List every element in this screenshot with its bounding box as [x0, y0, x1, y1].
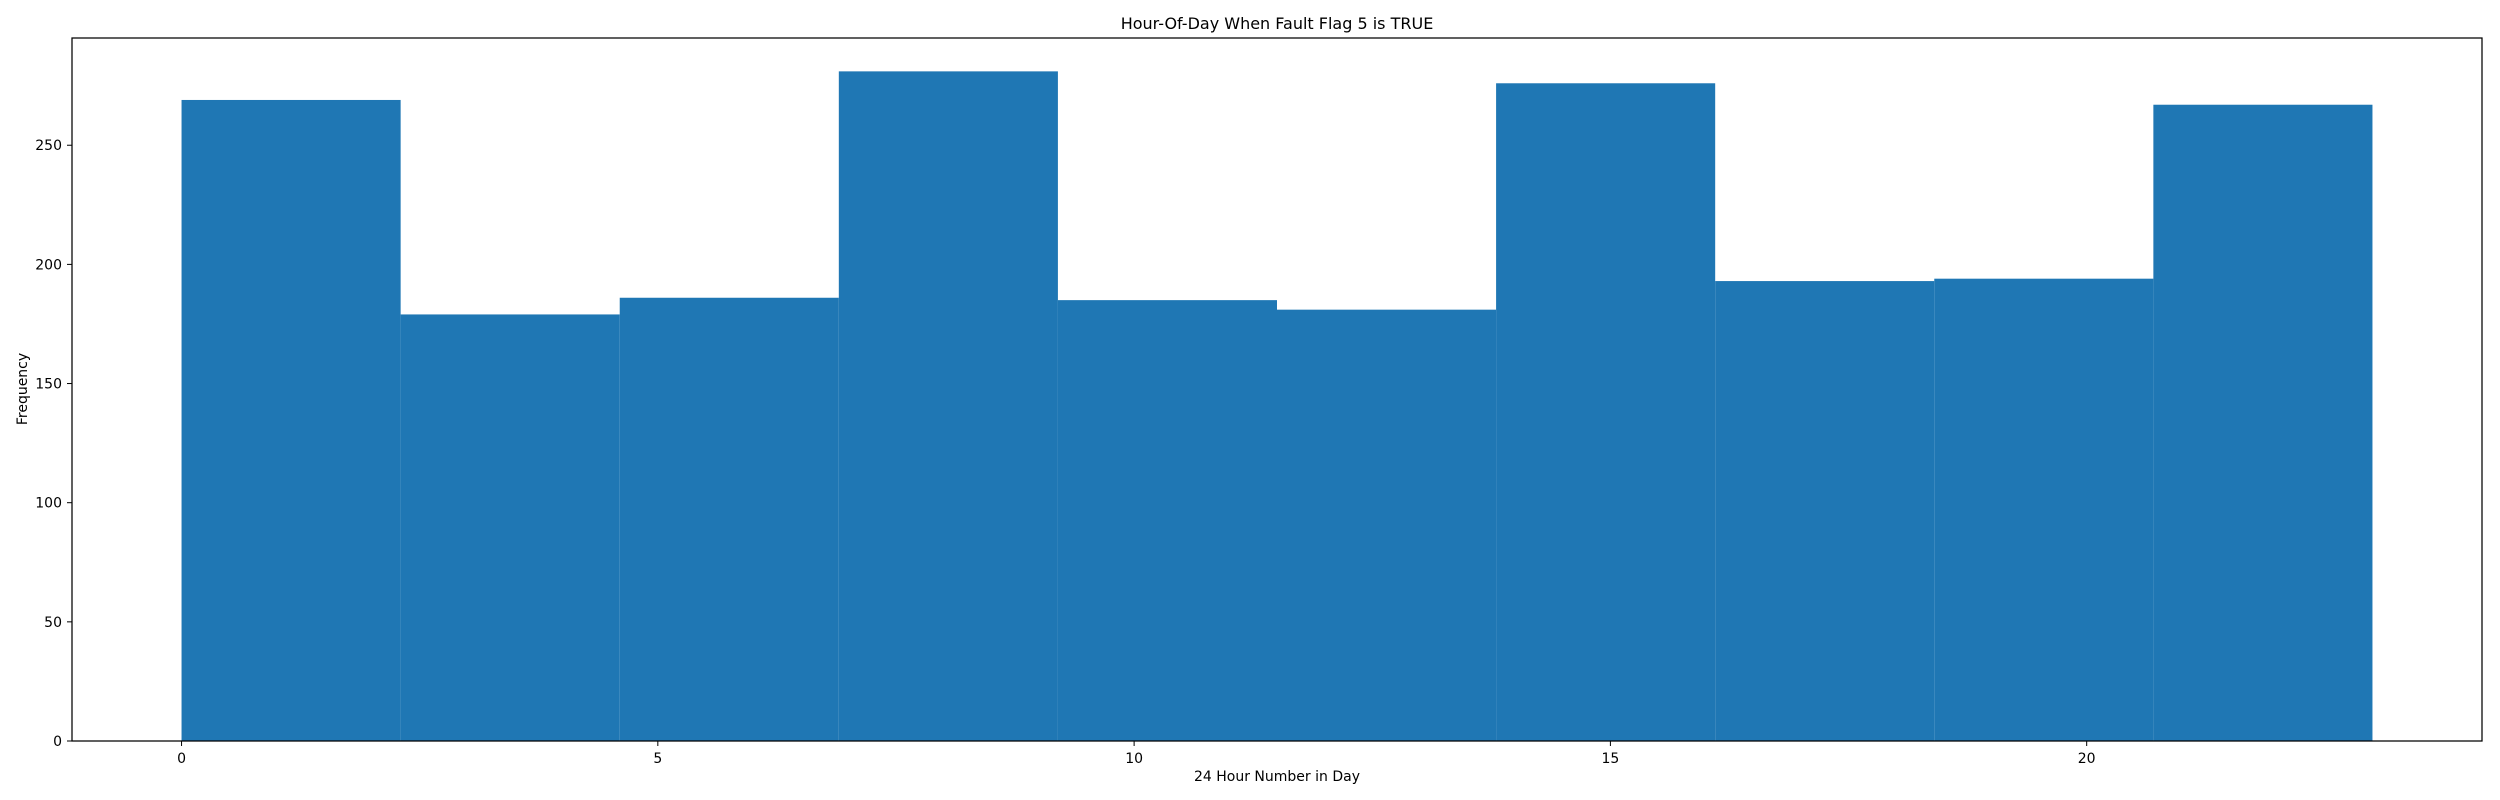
y-tick-label: 250: [35, 138, 62, 154]
y-tick-label: 200: [35, 257, 62, 273]
x-axis-label: 24 Hour Number in Day: [1194, 769, 1360, 785]
histogram-bar: [1496, 83, 1716, 742]
histogram-bar: [619, 297, 839, 741]
histogram-bar: [1277, 309, 1497, 741]
x-tick-label: 10: [1125, 751, 1143, 767]
histogram-bar: [400, 314, 620, 741]
histogram-bar: [838, 71, 1058, 741]
histogram-bar: [1057, 300, 1277, 741]
x-tick-label: 15: [1601, 751, 1619, 767]
histogram-bar: [181, 99, 401, 741]
histogram-bar: [1715, 281, 1935, 741]
y-tick-label: 100: [35, 496, 62, 512]
histogram-bar: [1934, 278, 2154, 741]
y-axis-label: Frequency: [15, 353, 31, 425]
bars-group: [181, 71, 2373, 742]
x-tick-label: 0: [177, 751, 186, 767]
histogram-bar: [2153, 104, 2373, 742]
x-tick-label: 20: [2078, 751, 2096, 767]
y-tick-label: 150: [35, 377, 62, 393]
x-axis-ticks: 0 5 10 15 20: [177, 741, 2096, 767]
y-tick-label: 0: [53, 734, 62, 750]
y-axis-ticks: 0 50 100 150 200 250: [35, 138, 72, 750]
x-tick-label: 5: [653, 751, 662, 767]
y-tick-label: 50: [44, 615, 62, 631]
plot-frame: [71, 37, 2483, 742]
chart-title: Hour-Of-Day When Fault Flag 5 is TRUE: [1121, 14, 1434, 33]
